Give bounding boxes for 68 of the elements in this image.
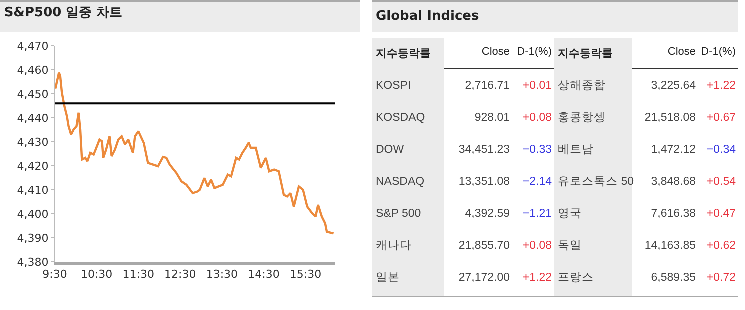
text: 4,392.59 (465, 207, 510, 222)
y-tick-label: 4,470 (17, 40, 49, 53)
text: 캐나다 (376, 239, 412, 254)
text: +0.54 (706, 175, 736, 190)
text: +0.08 (522, 239, 552, 254)
text: +0.62 (706, 239, 736, 254)
text: Close (482, 46, 510, 58)
y-tick-label: 4,390 (17, 232, 49, 245)
text: 홍콩항셍 (558, 111, 606, 126)
text: NASDAQ (376, 175, 425, 190)
text: +1.22 (522, 271, 552, 286)
text: +1.22 (706, 79, 736, 94)
text: 27,172.00 (458, 271, 510, 286)
text: 일본 (376, 271, 400, 286)
x-tick-label: 11:30 (122, 268, 154, 282)
y-tick-label: 4,400 (17, 208, 49, 221)
text: 7,616.38 (651, 207, 696, 222)
text: DOW (376, 143, 404, 158)
text: −0.33 (522, 143, 552, 158)
text: S&P 500 (376, 207, 422, 222)
y-tick-label: 4,420 (17, 160, 49, 173)
line-series (55, 72, 335, 235)
text: +0.01 (522, 79, 552, 94)
text: 지수등락률 (558, 47, 613, 61)
text: 3,225.64 (651, 79, 696, 94)
text: Global Indices (376, 9, 480, 24)
chart-title: S&P500 일중 차트 (4, 5, 123, 20)
y-tick-label: 4,380 (17, 256, 49, 269)
x-tick-label: 12:30 (164, 268, 196, 282)
x-tick-label: 14:30 (248, 268, 280, 282)
text: 독일 (558, 239, 582, 254)
text: 지수등락률 (376, 47, 431, 61)
text: 14,163.85 (644, 239, 696, 254)
y-tick-label: 4,440 (17, 112, 49, 125)
y-tick-label: 4,450 (17, 88, 49, 101)
text: 34,451.23 (458, 143, 510, 158)
text: 21,855.70 (458, 239, 510, 254)
text: 3,848.68 (651, 175, 696, 190)
text: +0.67 (706, 111, 736, 126)
y-tick-label: 4,460 (17, 64, 49, 77)
text: KOSPI (376, 79, 412, 94)
text: Close (668, 46, 696, 58)
text: 영국 (558, 207, 582, 222)
x-tick-label: 10:30 (80, 268, 113, 282)
x-tick-label: 13:30 (206, 268, 238, 282)
text: 2,716.71 (465, 79, 510, 94)
text: 13,351.08 (458, 175, 510, 190)
text: KOSDAQ (376, 111, 426, 126)
text: D-1(%) (701, 46, 736, 58)
text: 베트남 (558, 143, 594, 158)
text: 1,472.12 (651, 143, 696, 158)
y-tick-label: 4,430 (17, 136, 49, 149)
x-tick-label: 15:30 (290, 268, 322, 282)
text: 상해종합 (558, 79, 606, 94)
text: +0.72 (706, 271, 736, 286)
text: +0.47 (706, 207, 736, 222)
text: 6,589.35 (651, 271, 696, 286)
text: 유로스톡스 50 (558, 175, 634, 190)
text: 21,518.08 (644, 111, 696, 126)
text: 프랑스 (558, 271, 594, 286)
y-tick-label: 4,410 (17, 184, 49, 197)
text: 928.01 (474, 111, 510, 126)
text: −1.21 (522, 207, 552, 222)
x-tick-label: 9:30 (42, 268, 68, 282)
text: −2.14 (522, 175, 552, 190)
text: −0.34 (706, 143, 736, 158)
text: D-1(%) (517, 46, 552, 58)
text: +0.08 (522, 111, 552, 126)
